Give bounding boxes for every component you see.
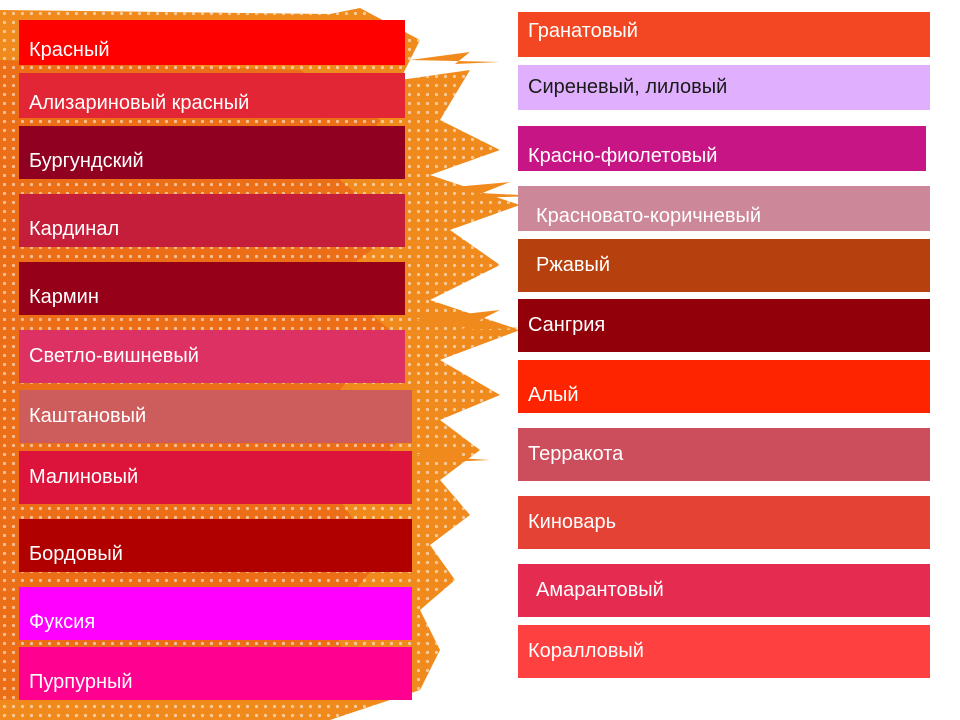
- color-name-label: Бордовый: [29, 543, 123, 565]
- color-name-label: Кардинал: [29, 218, 120, 240]
- left-color-swatch: Бургундский: [19, 126, 405, 179]
- right-color-swatch: Амарантовый: [518, 564, 930, 617]
- right-color-swatch: Алый: [518, 360, 930, 413]
- color-name-label: Гранатовый: [528, 20, 638, 42]
- color-name-label: Красновато-коричневый: [536, 205, 762, 227]
- color-name-label: Красный: [29, 39, 110, 61]
- color-name-label: Кармин: [29, 286, 99, 308]
- color-name-label: Сангрия: [528, 314, 606, 336]
- color-name-label: Красно-фиолетовый: [528, 145, 718, 167]
- color-name-label: Малиновый: [29, 466, 139, 488]
- right-color-swatch: Киноварь: [518, 496, 930, 549]
- color-name-label: Киноварь: [528, 511, 617, 533]
- color-name-label: Ржавый: [536, 254, 611, 276]
- color-name-label: Терракота: [528, 443, 624, 465]
- color-name-label: Ализариновый красный: [29, 92, 250, 114]
- left-color-swatch: Красный: [19, 20, 405, 65]
- color-name-label: Сиреневый, лиловый: [528, 76, 728, 98]
- color-name-label: Коралловый: [528, 640, 644, 662]
- right-color-swatch: Сангрия: [518, 299, 930, 352]
- left-color-swatch: Ализариновый красный: [19, 73, 405, 118]
- right-color-swatch: Ржавый: [518, 239, 930, 292]
- left-color-swatch: Кардинал: [19, 194, 405, 247]
- color-name-label: Алый: [528, 384, 579, 406]
- color-name-label: Амарантовый: [536, 579, 664, 601]
- color-name-label: Светло-вишневый: [29, 345, 199, 367]
- right-color-swatch: Красно-фиолетовый: [518, 126, 926, 171]
- left-color-swatch: Каштановый: [19, 390, 412, 443]
- color-name-label: Пурпурный: [29, 671, 133, 693]
- left-color-swatch: Кармин: [19, 262, 405, 315]
- right-color-swatch: Гранатовый: [518, 12, 930, 57]
- left-color-swatch: Пурпурный: [19, 647, 412, 700]
- right-color-swatch: Сиреневый, лиловый: [518, 65, 930, 110]
- right-color-swatch: Коралловый: [518, 625, 930, 678]
- right-color-swatch: Красновато-коричневый: [518, 186, 930, 231]
- color-name-label: Фуксия: [29, 611, 96, 633]
- color-name-label: Бургундский: [29, 150, 144, 172]
- left-color-swatch: Бордовый: [19, 519, 412, 572]
- color-name-label: Каштановый: [29, 405, 147, 427]
- left-color-swatch: Малиновый: [19, 451, 412, 504]
- right-color-swatch: Терракота: [518, 428, 930, 481]
- left-color-swatch: Фуксия: [19, 587, 412, 640]
- left-color-swatch: Светло-вишневый: [19, 330, 405, 383]
